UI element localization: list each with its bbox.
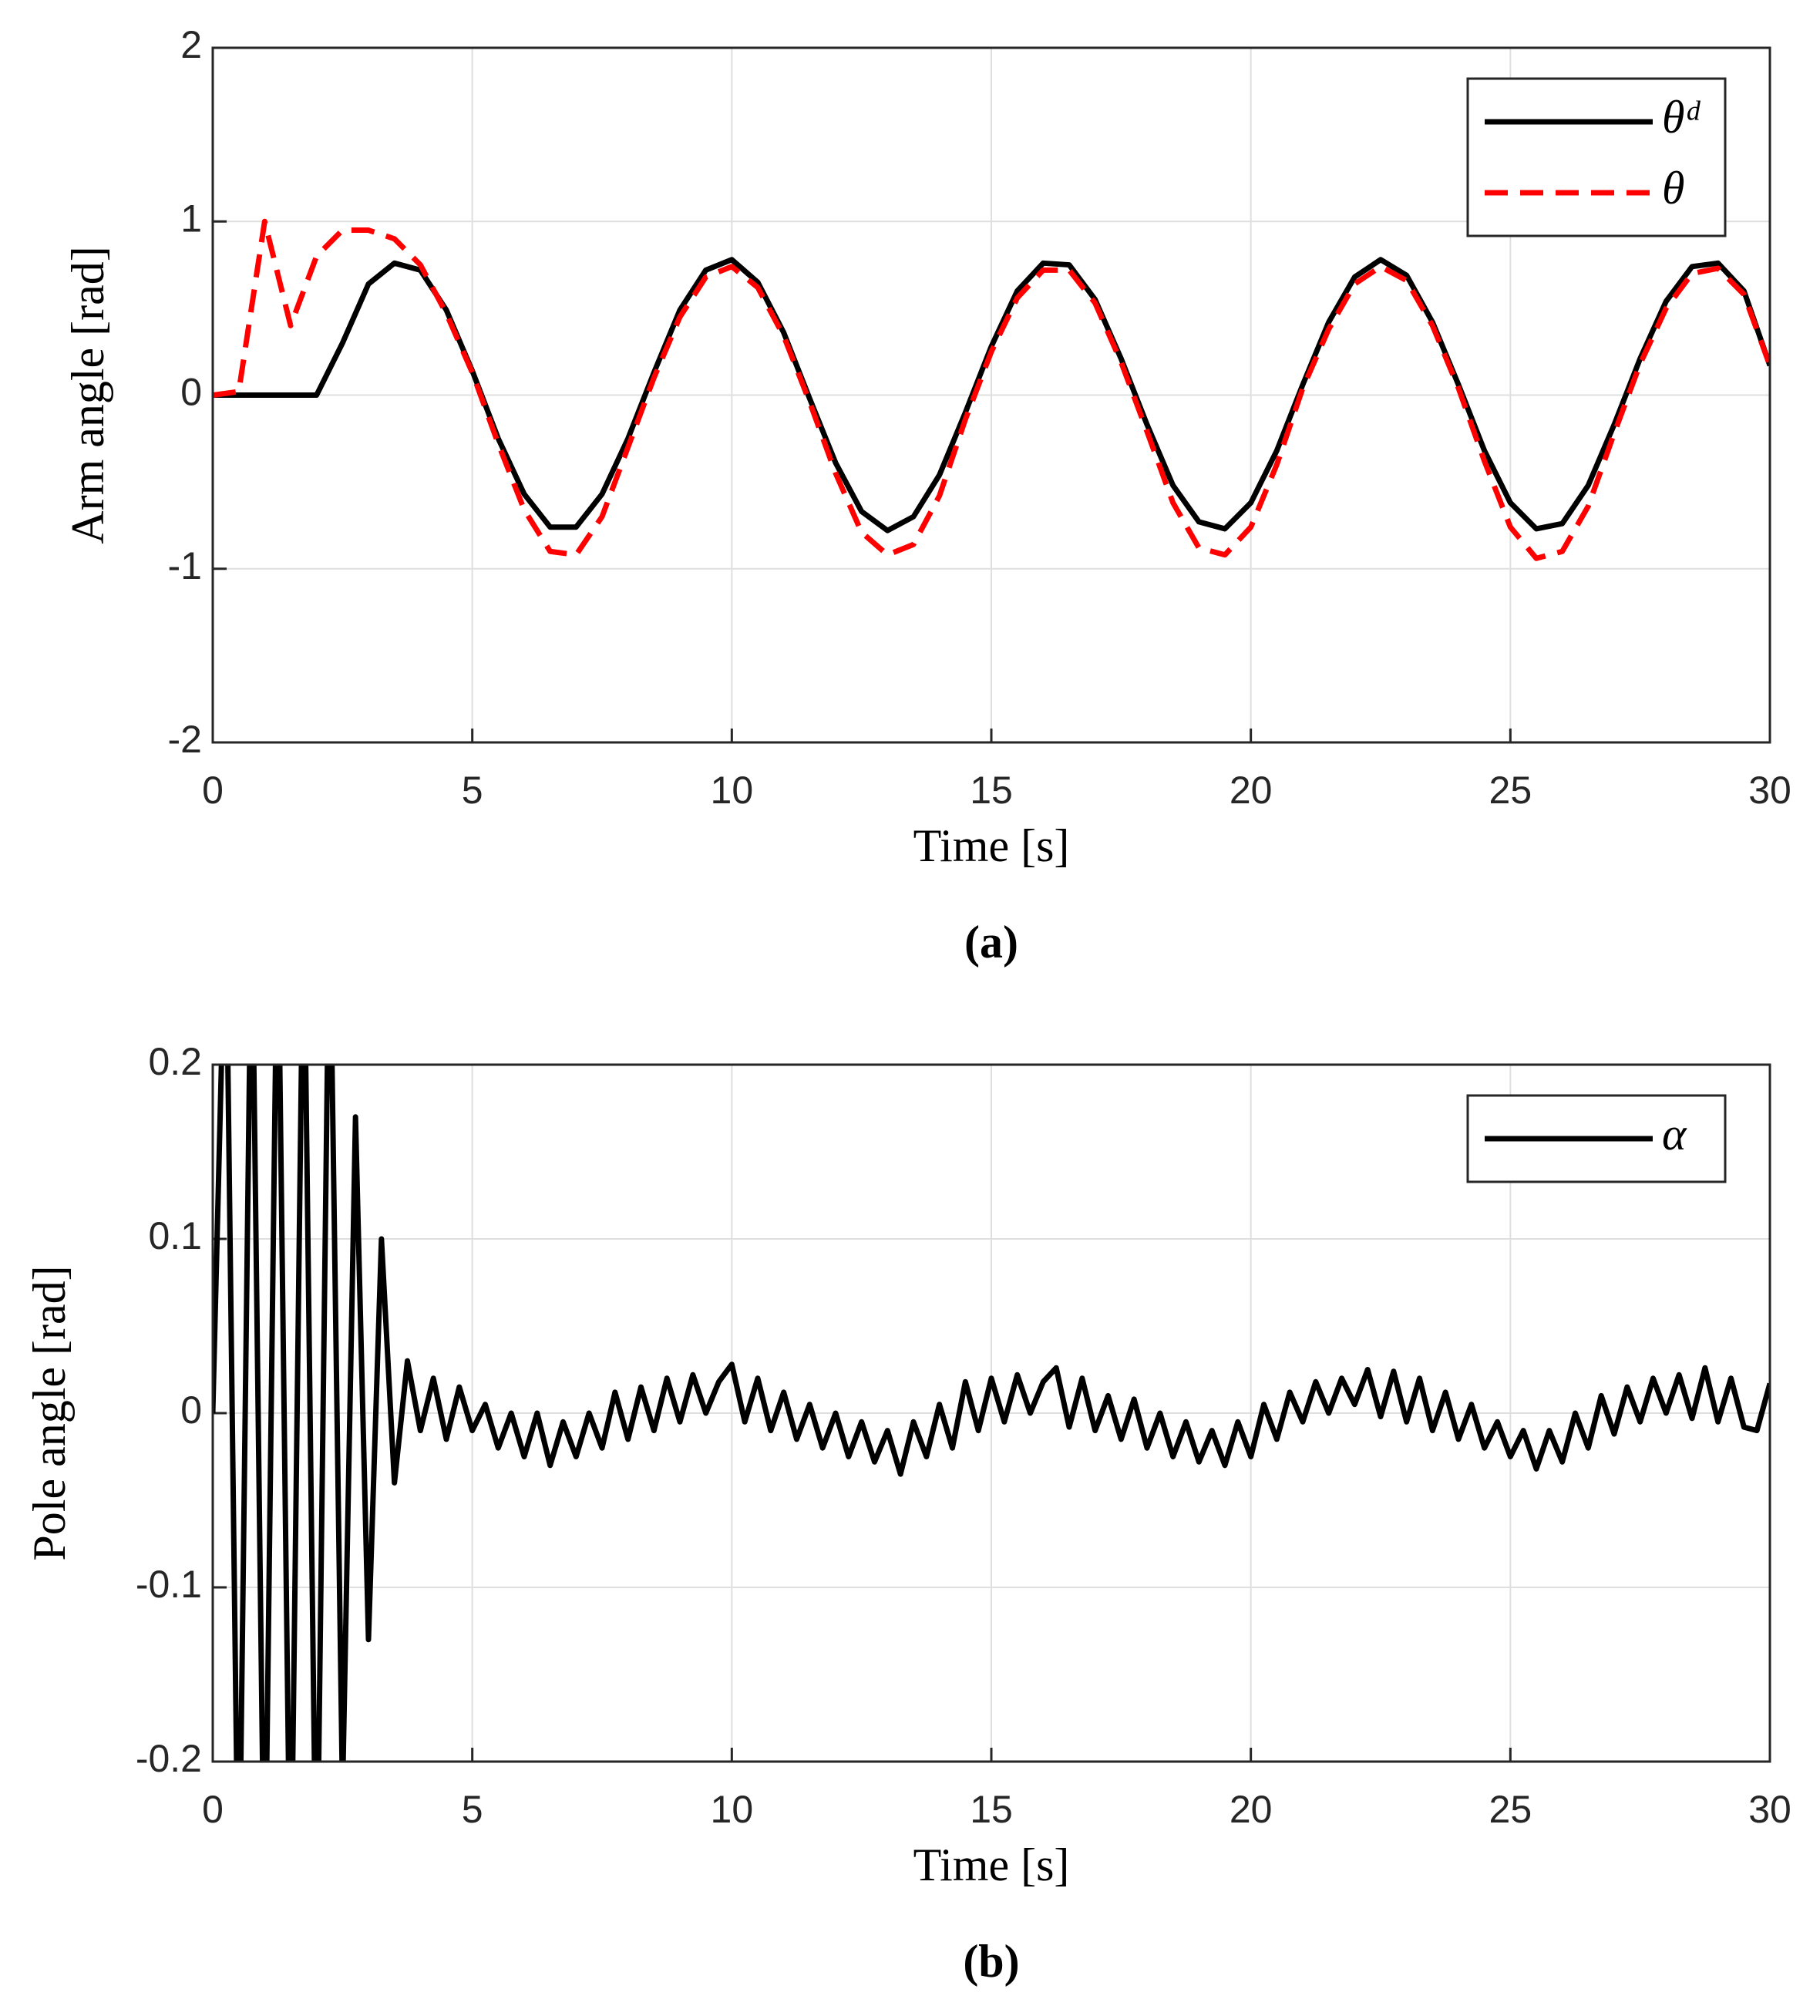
y-axis-label: Arm angle [rad]	[62, 246, 113, 544]
x-axis-label: Time [s]	[913, 1839, 1070, 1890]
y-tick-label: 1	[180, 197, 202, 240]
y-tick-label: 0	[180, 371, 202, 414]
x-tick-label: 20	[1230, 769, 1273, 812]
plot-frame	[211, 46, 1771, 744]
x-tick-label: 15	[970, 769, 1013, 812]
y-tick-label: 0.1	[148, 1214, 202, 1257]
legend-label: θᵈ	[1662, 92, 1701, 143]
legend: α	[1466, 1094, 1727, 1183]
chart-panel: 0 5 10 15 20 25 30 -2 -1 0 1 2 Time [s] Arm angle [ra…	[62, 23, 1791, 968]
y-axis-label: Pole angle [rad]	[24, 1265, 75, 1560]
x-axis-label: Time [s]	[913, 820, 1070, 871]
y-tick-label: -0.2	[136, 1737, 202, 1780]
x-tick-label: 25	[1489, 1788, 1532, 1831]
x-tick-label: 30	[1748, 769, 1791, 812]
x-tick-label: 5	[462, 1788, 483, 1831]
x-tick-label: 10	[711, 769, 754, 812]
y-tick-label: -1	[168, 544, 202, 587]
x-tick-label: 15	[970, 1788, 1013, 1831]
data-line	[213, 218, 1770, 561]
chart-panel: 0 5 10 15 20 25 30 -0.2 -0.1 0 0.1 0.2 Time [s] Pole …	[24, 1040, 1791, 1987]
legend: θᵈ θ	[1466, 77, 1727, 237]
legend-label: θ	[1662, 163, 1684, 214]
x-tick-label: 5	[462, 769, 483, 812]
y-tick-label: 0.2	[148, 1040, 202, 1083]
x-tick-label: 0	[202, 1788, 224, 1831]
y-tick-label: 0	[180, 1388, 202, 1432]
plot-frame	[211, 1063, 1771, 1763]
data-line	[213, 1065, 1770, 1762]
y-tick-label: -2	[168, 718, 202, 761]
y-tick-label: -0.1	[136, 1563, 202, 1606]
caption: (a)	[964, 917, 1018, 968]
legend-box	[1466, 77, 1727, 237]
legend-label: α	[1662, 1109, 1687, 1159]
x-tick-label: 20	[1230, 1788, 1273, 1831]
x-tick-label: 25	[1489, 769, 1532, 812]
caption: (b)	[963, 1936, 1019, 1987]
x-tick-label: 0	[202, 769, 224, 812]
x-tick-label: 10	[711, 1788, 754, 1831]
y-tick-label: 2	[180, 23, 202, 66]
x-tick-label: 30	[1748, 1788, 1791, 1831]
